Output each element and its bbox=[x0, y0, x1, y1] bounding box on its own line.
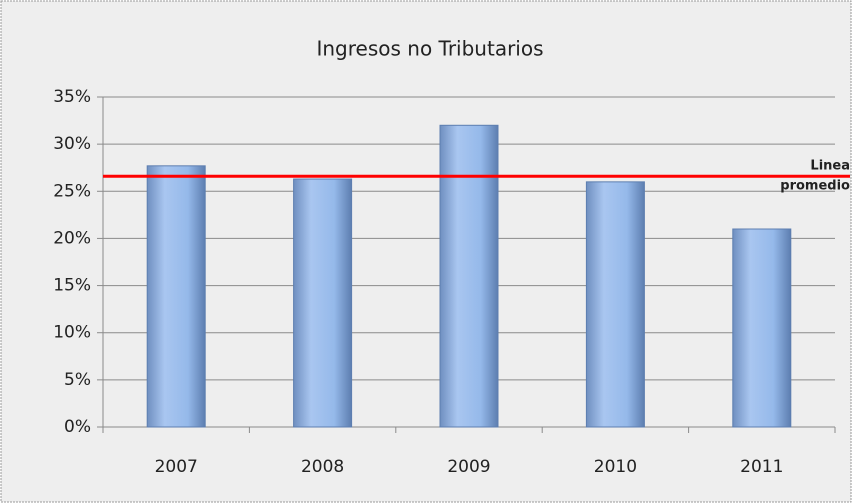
y-tick-label: 0% bbox=[64, 417, 91, 437]
y-tick-label: 5% bbox=[64, 370, 91, 390]
bar bbox=[732, 228, 792, 428]
bar bbox=[146, 165, 206, 428]
x-tick-label: 2009 bbox=[447, 457, 490, 477]
x-tick-label: 2007 bbox=[155, 457, 198, 477]
bar bbox=[439, 124, 499, 428]
x-tick-label: 2008 bbox=[301, 457, 344, 477]
average-line-label: promedio bbox=[780, 179, 850, 194]
y-tick-label: 15% bbox=[53, 276, 91, 296]
y-tick-label: 30% bbox=[53, 134, 91, 154]
y-tick-label: 25% bbox=[53, 181, 91, 201]
bar bbox=[293, 178, 353, 428]
chart-title: Ingresos no Tributarios bbox=[316, 37, 543, 61]
y-tick-label: 35% bbox=[53, 87, 91, 107]
bar bbox=[585, 181, 645, 428]
average-line-label: Linea bbox=[810, 159, 850, 174]
y-tick-label: 20% bbox=[53, 228, 91, 248]
y-tick-label: 10% bbox=[53, 323, 91, 343]
x-tick-label: 2011 bbox=[740, 457, 783, 477]
x-tick-label: 2010 bbox=[594, 457, 637, 477]
